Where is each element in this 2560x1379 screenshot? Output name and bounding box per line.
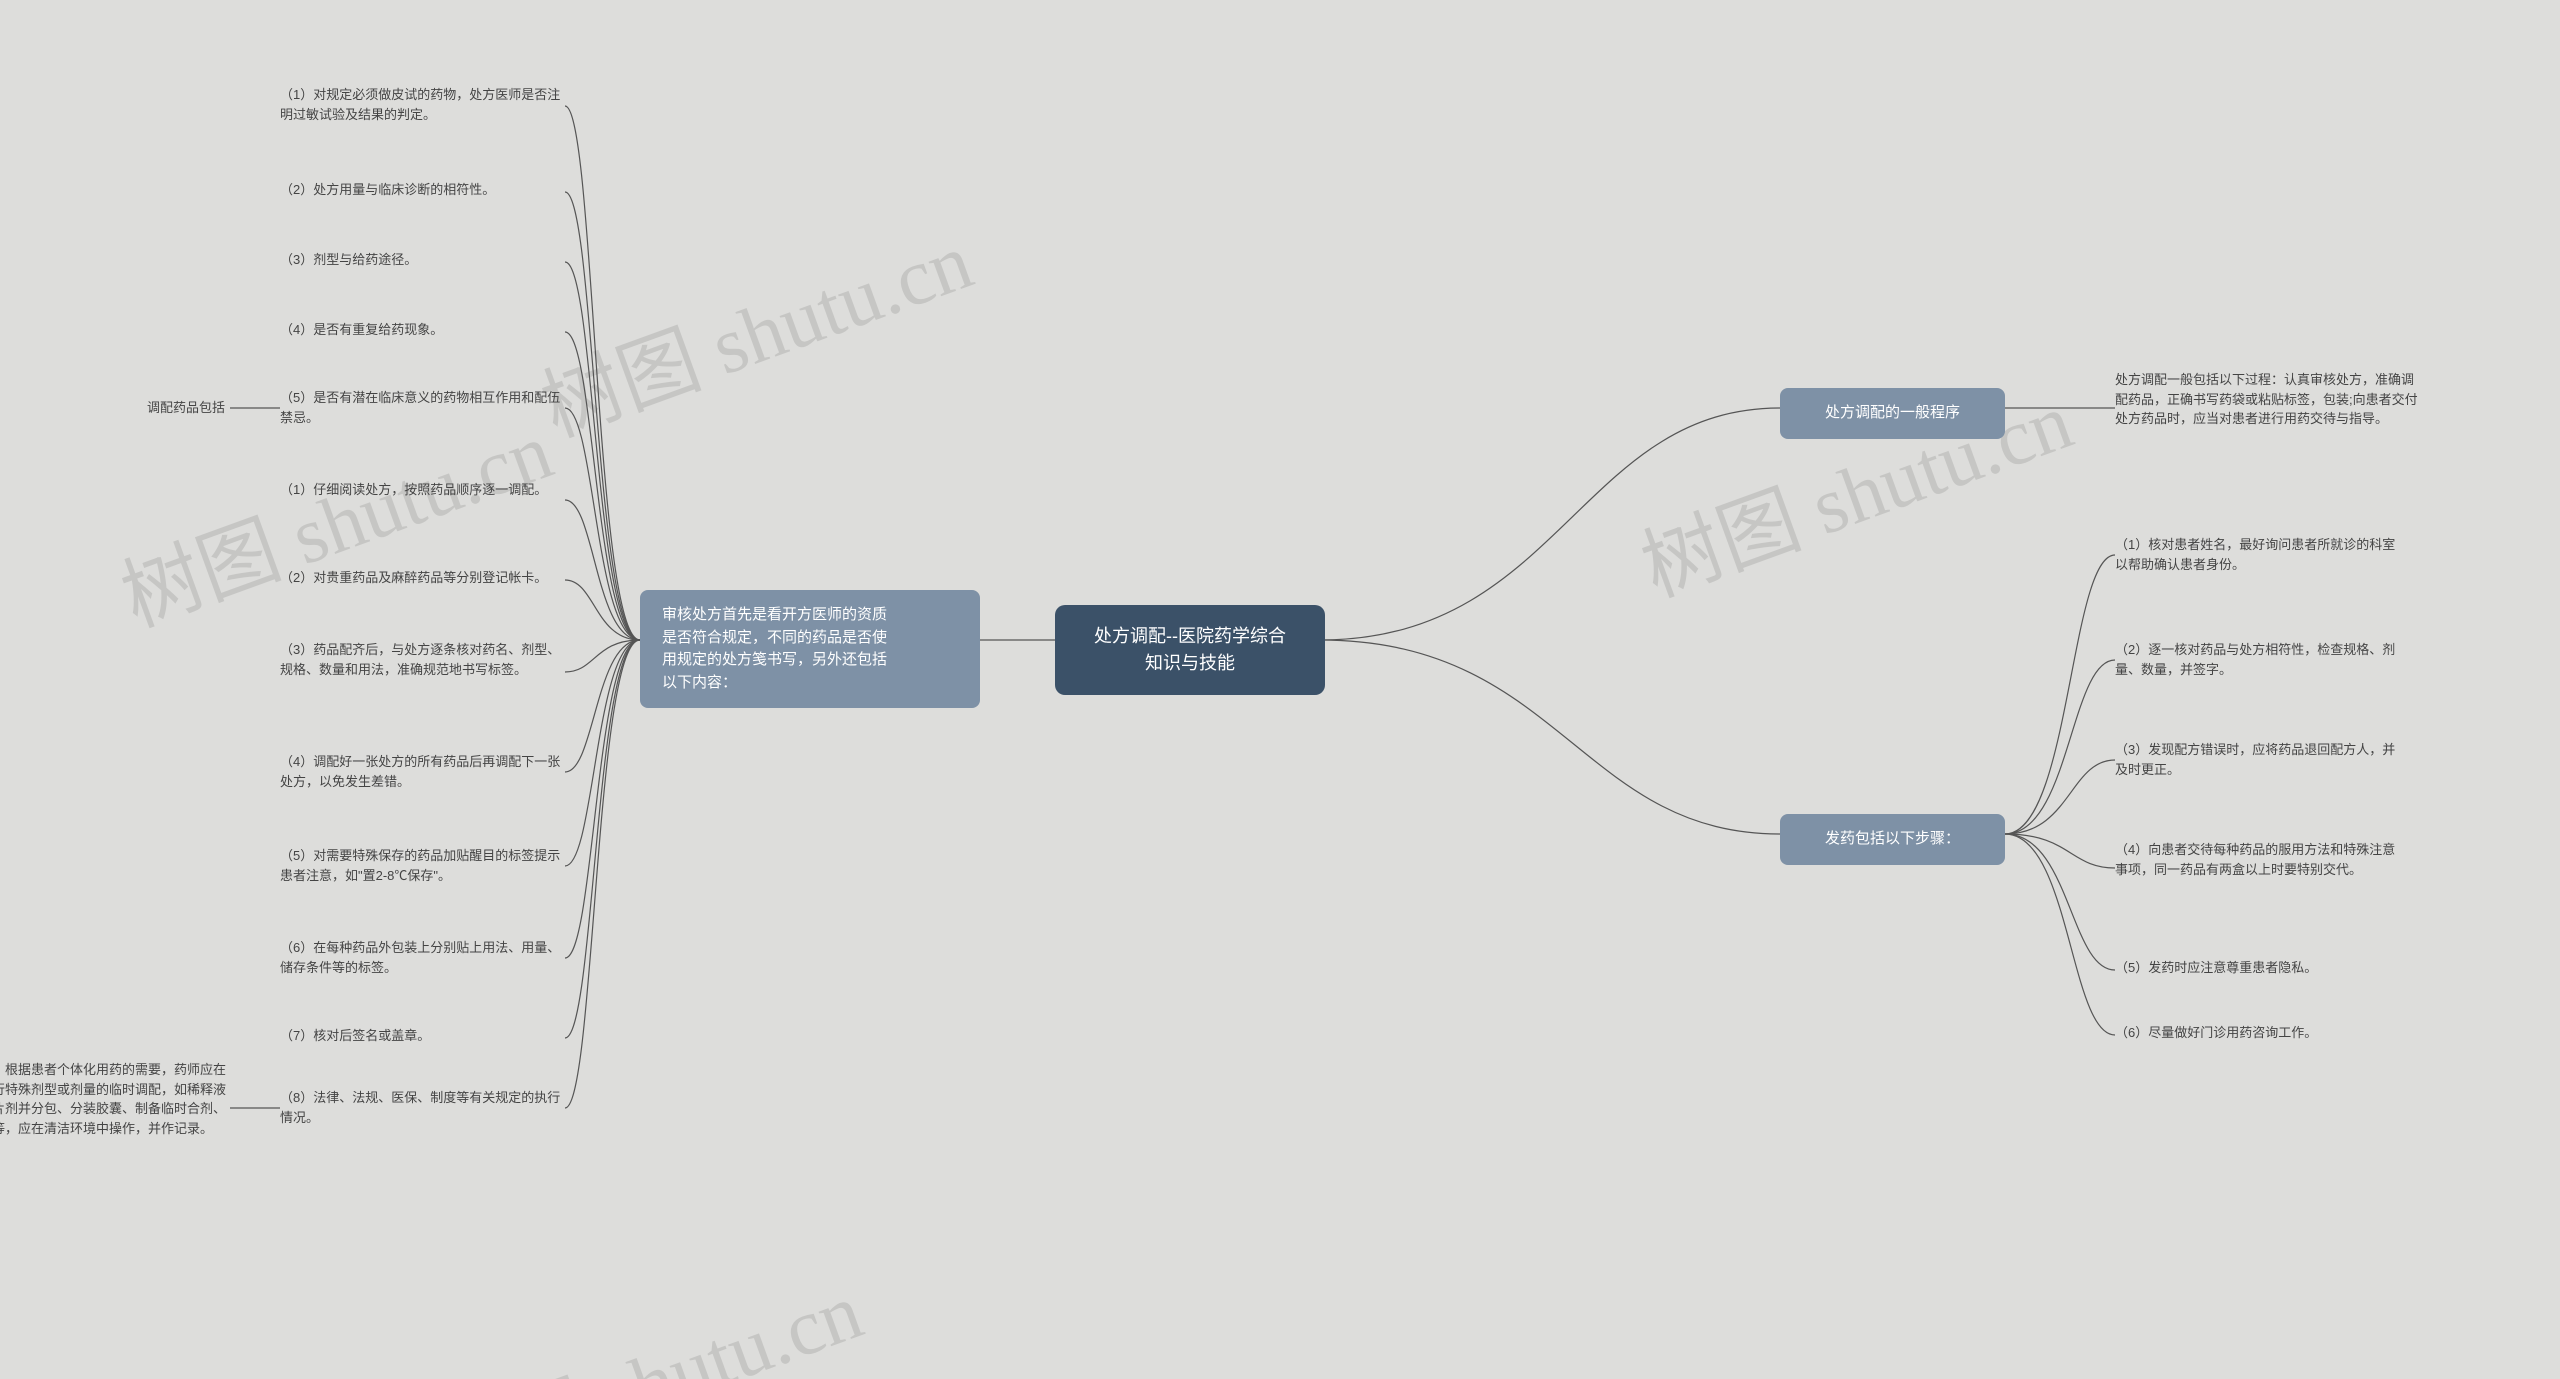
node-r1-label: 处方调配的一般程序 xyxy=(1825,404,1960,421)
leaf-a1: （1）对规定必须做皮试的药物，处方医师是否注明过敏试验及结果的判定。 xyxy=(280,85,570,124)
leaf-a3: （3）剂型与给药途径。 xyxy=(280,250,570,270)
leaf-a5: （5）是否有潜在临床意义的药物相互作用和配伍禁忌。 xyxy=(280,388,570,427)
watermark: 树图 shutu.cn xyxy=(524,197,985,460)
leaf-a2: （2）处方用量与临床诊断的相符性。 xyxy=(280,180,570,200)
watermark: 树图 shutu.cn xyxy=(414,1247,875,1379)
left-main-l4: 以下内容： xyxy=(662,672,958,695)
node-left-main: 审核处方首先是看开方医师的资质 是否符合规定，不同的药品是否使 用规定的处方笺书… xyxy=(640,590,980,708)
leaf-b5: （5）对需要特殊保存的药品加贴醒目的标签提示患者注意，如"置2-8℃保存"。 xyxy=(280,846,570,885)
left-main-l1: 审核处方首先是看开方医师的资质 xyxy=(662,604,958,627)
node-r2-label: 发药包括以下步骤： xyxy=(1825,830,1960,847)
leaf-r2-b: （2）逐一核对药品与处方相符性，检查规格、剂量、数量，并签字。 xyxy=(2115,640,2405,679)
leaf-r2-d: （4）向患者交待每种药品的服用方法和特殊注意事项，同一药品有两盒以上时要特别交代… xyxy=(2115,840,2405,879)
leaf-special: 特殊调剂：根据患者个体化用药的需要，药师应在药房中进行特殊剂型或剂量的临时调配，… xyxy=(0,1060,230,1138)
leaf-r2-c: （3）发现配方错误时，应将药品退回配方人，并及时更正。 xyxy=(2115,740,2405,779)
leaf-a4: （4）是否有重复给药现象。 xyxy=(280,320,570,340)
node-r1: 处方调配的一般程序 xyxy=(1780,388,2005,439)
root-node: 处方调配--医院药学综合 知识与技能 xyxy=(1055,605,1325,695)
leaf-r1-desc: 处方调配一般包括以下过程：认真审核处方，准确调配药品，正确书写药袋或粘贴标签，包… xyxy=(2115,370,2425,429)
root-line2: 知识与技能 xyxy=(1081,650,1299,677)
leaf-b2: （2）对贵重药品及麻醉药品等分别登记帐卡。 xyxy=(280,568,570,588)
leaf-r2-f: （6）尽量做好门诊用药咨询工作。 xyxy=(2115,1023,2405,1043)
label-groupA: 调配药品包括 xyxy=(115,398,225,418)
leaf-b3: （3）药品配齐后，与处方逐条核对药名、剂型、规格、数量和用法，准确规范地书写标签… xyxy=(280,640,570,679)
node-r2: 发药包括以下步骤： xyxy=(1780,814,2005,865)
leaf-b1: （1）仔细阅读处方，按照药品顺序逐一调配。 xyxy=(280,480,570,500)
leaf-b8: （8）法律、法规、医保、制度等有关规定的执行情况。 xyxy=(280,1088,570,1127)
leaf-b6: （6）在每种药品外包装上分别贴上用法、用量、储存条件等的标签。 xyxy=(280,938,570,977)
left-main-l2: 是否符合规定，不同的药品是否使 xyxy=(662,627,958,650)
leaf-b7: （7）核对后签名或盖章。 xyxy=(280,1026,570,1046)
root-line1: 处方调配--医院药学综合 xyxy=(1081,623,1299,650)
left-main-l3: 用规定的处方笺书写，另外还包括 xyxy=(662,649,958,672)
leaf-r2-e: （5）发药时应注意尊重患者隐私。 xyxy=(2115,958,2405,978)
leaf-r2-a: （1）核对患者姓名，最好询问患者所就诊的科室以帮助确认患者身份。 xyxy=(2115,535,2405,574)
leaf-b4: （4）调配好一张处方的所有药品后再调配下一张处方，以免发生差错。 xyxy=(280,752,570,791)
